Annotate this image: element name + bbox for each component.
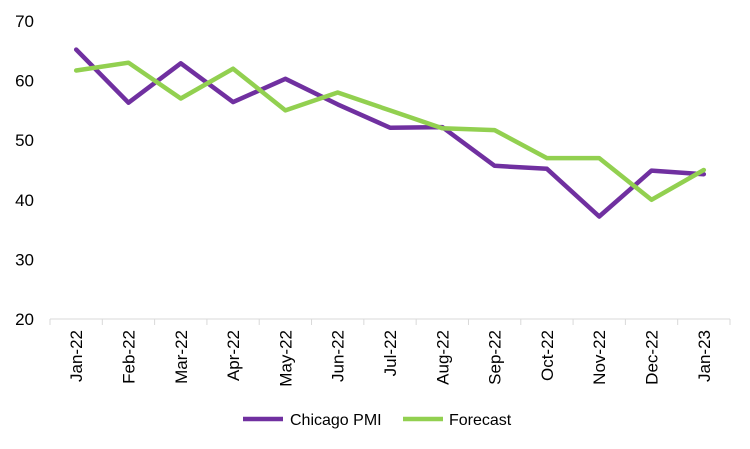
x-axis-labels: Jan-22 Feb-22 Mar-22 Apr-22 May-22 Jun-22 Jul-… [67,330,714,387]
x-tick-label: Jul-22 [381,330,400,376]
x-axis-ticks [49,319,731,325]
series-line-forecast [73,60,707,203]
x-tick-label: Sep-22 [486,330,505,385]
legend-label-forecast: Forecast [449,412,512,429]
series-lines [73,47,707,219]
x-tick-label: Apr-22 [224,330,243,381]
y-tick-label: 30 [15,250,34,269]
legend: Chicago PMI Forecast [243,412,512,429]
y-tick-label: 70 [15,12,34,31]
series-line-chicago-pmi [73,47,707,219]
x-tick-label: Jan-22 [67,330,86,382]
x-tick-label: Oct-22 [538,330,557,381]
x-tick-label: Jan-23 [695,330,714,382]
y-tick-label: 20 [15,310,34,329]
x-tick-label: May-22 [276,330,295,387]
x-tick-label: Feb-22 [119,330,138,384]
y-tick-label: 60 [15,72,34,91]
x-tick-label: Jun-22 [329,330,348,382]
y-axis-labels: 20 30 40 50 60 70 [15,12,34,329]
x-tick-label: Mar-22 [172,330,191,384]
x-tick-label: Aug-22 [433,330,452,385]
x-tick-label: Dec-22 [643,330,662,385]
x-tick-label: Nov-22 [590,330,609,385]
y-tick-label: 50 [15,131,34,150]
y-tick-label: 40 [15,191,34,210]
legend-label-chicago-pmi: Chicago PMI [290,412,382,429]
